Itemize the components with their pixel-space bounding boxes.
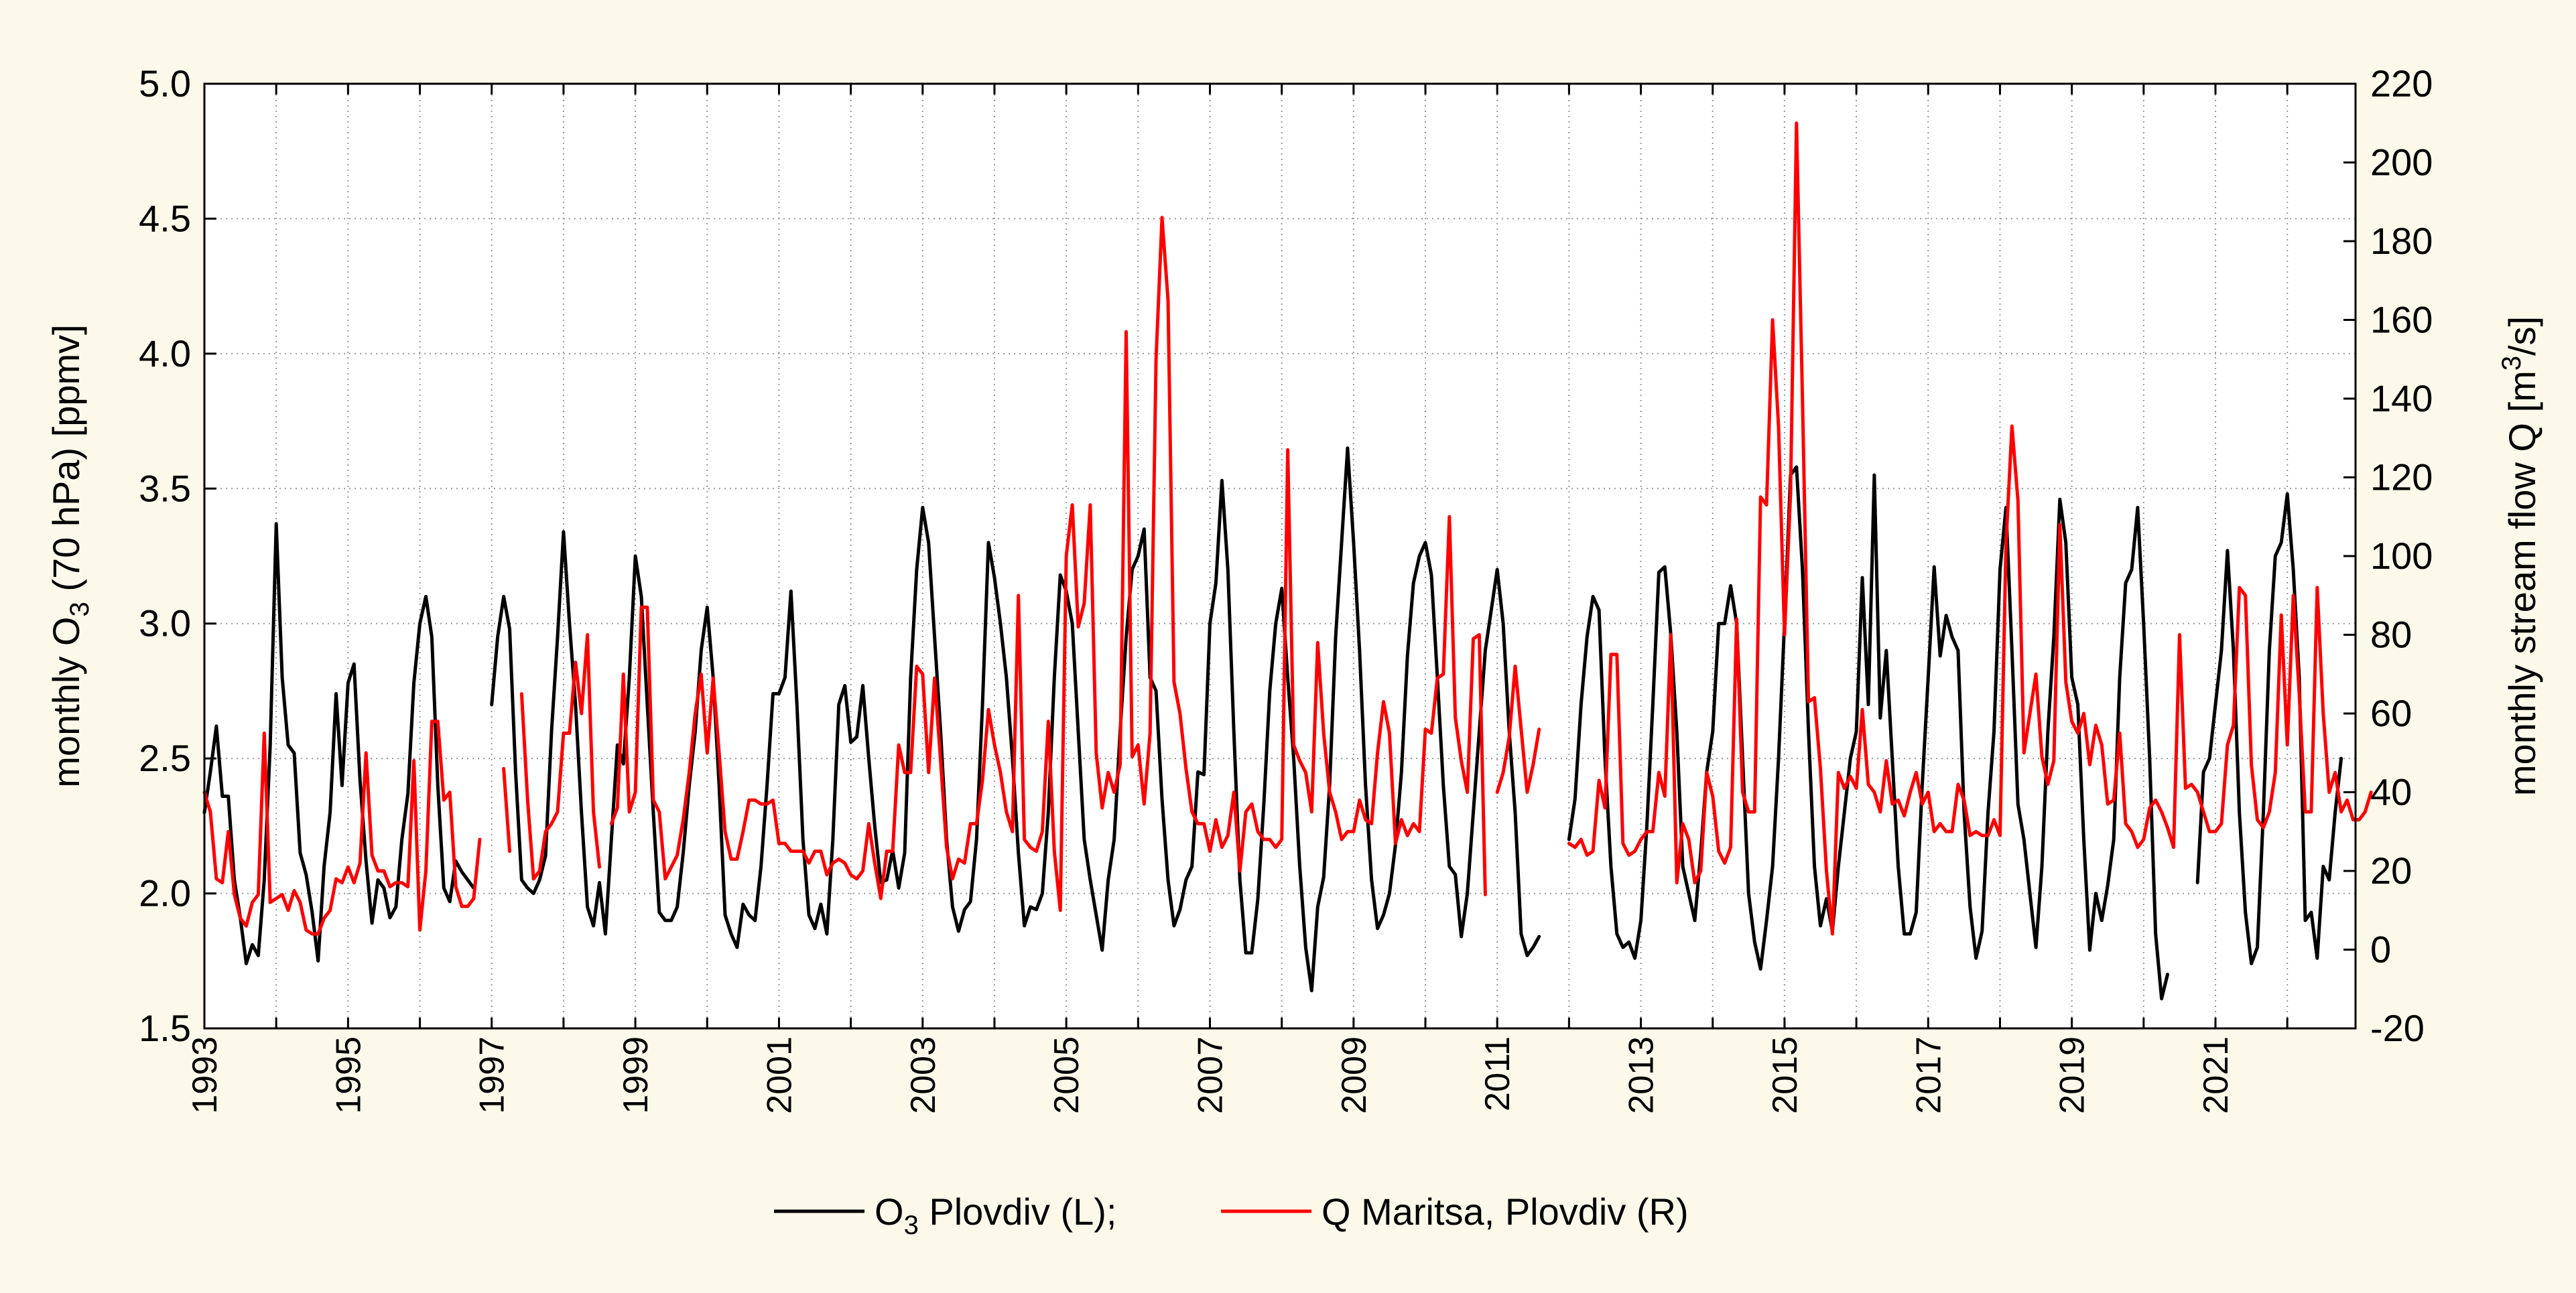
legend-label-o3: O3 Plovdiv (L); [875, 1190, 1116, 1240]
legend: O3 Plovdiv (L); Q Maritsa, Plovdiv (R) [774, 1190, 1689, 1240]
y-tick-label-left: 4.0 [139, 332, 191, 375]
x-tick-label: 1999 [617, 1036, 655, 1114]
x-tick-label: 2015 [1766, 1036, 1805, 1114]
series-layer [202, 121, 2373, 1001]
y-tick-label-right: 160 [2370, 299, 2433, 341]
x-tick-label: 2019 [2053, 1036, 2092, 1114]
x-tick-label: 2005 [1047, 1036, 1086, 1114]
x-tick-label: 2003 [904, 1036, 943, 1114]
y-tick-label-left: 2.0 [139, 872, 191, 914]
y-tick-label-right: 200 [2370, 141, 2433, 184]
y-tick-label-right: 120 [2370, 456, 2433, 498]
series-line-q [202, 121, 2373, 936]
y-tick-label-right: 140 [2370, 377, 2433, 419]
y-tick-label-right: 100 [2370, 535, 2433, 577]
x-tick-label: 2011 [1478, 1036, 1517, 1111]
x-tick-label: 2021 [2197, 1036, 2236, 1114]
x-tick-label: 2001 [760, 1036, 799, 1114]
y-tick-label-left: 2.5 [139, 737, 191, 779]
legend-label-q: Q Maritsa, Plovdiv (R) [1322, 1190, 1689, 1233]
x-tick-label: 2007 [1192, 1036, 1230, 1114]
y-tick-label-left: 4.5 [139, 197, 191, 239]
y-tick-label-right: 220 [2370, 62, 2433, 105]
y-tick-label-right: 20 [2370, 849, 2412, 892]
y-tick-label-left: 5.0 [139, 62, 191, 105]
y-axis-label-left: monthly O3 (70 hPa) [ppmv] [45, 324, 94, 787]
y-tick-label-right: 80 [2370, 614, 2412, 656]
y-tick-label-right: 180 [2370, 220, 2433, 262]
y-tick-label-right: 0 [2370, 929, 2391, 971]
x-tick-label: 1993 [186, 1036, 224, 1114]
plot-frame [203, 82, 2357, 1030]
y-tick-label-right: 60 [2370, 692, 2412, 734]
y-tick-label-right: 40 [2370, 771, 2412, 813]
x-tick-label: 2009 [1335, 1036, 1374, 1114]
x-tick-label: 1995 [329, 1036, 368, 1114]
x-tick-label: 1997 [473, 1036, 512, 1114]
y-tick-label-left: 3.5 [139, 467, 191, 509]
y-tick-label-left: 3.0 [139, 602, 191, 644]
y-tick-label-right: -20 [2370, 1007, 2425, 1049]
y-tick-label-left: 1.5 [139, 1007, 191, 1049]
series-line-o3 [202, 446, 2343, 1001]
x-tick-label: 2013 [1622, 1036, 1661, 1114]
y-axis-label-right: monthly stream flow Q [m3/s] [2497, 316, 2543, 796]
tick-layer: 1993 1995 1997 1999 2001 2003 2005 2007 2009 2011… [139, 62, 2433, 1114]
x-tick-label: 2017 [1909, 1036, 1948, 1114]
